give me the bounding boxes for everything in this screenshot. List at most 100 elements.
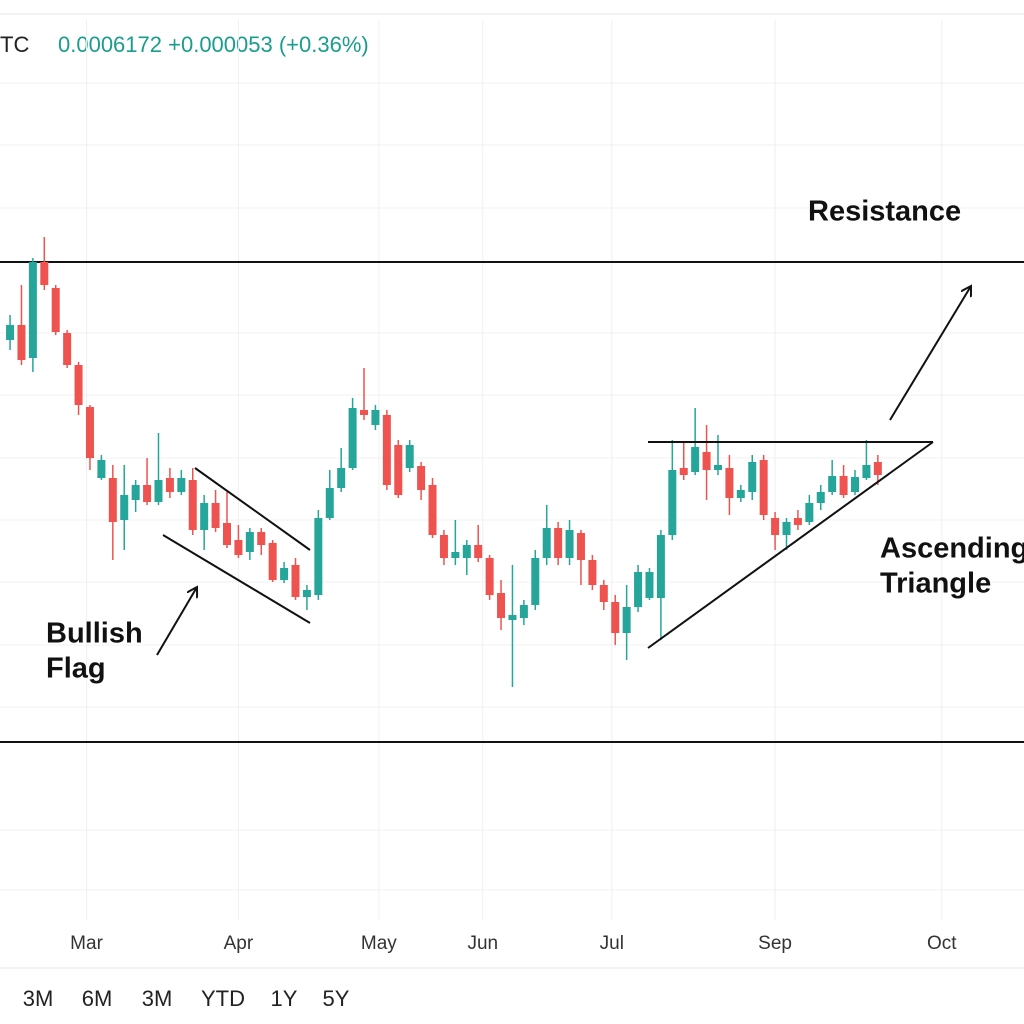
candle-body [337, 468, 346, 488]
candle-body [154, 480, 163, 502]
candle-body [28, 262, 37, 358]
candle-body [485, 558, 494, 595]
candle-body [588, 560, 597, 585]
annotation: Triangle [880, 568, 991, 600]
x-tick-label: May [361, 933, 397, 954]
candle-body [554, 528, 563, 558]
candle-body [713, 465, 722, 470]
candle-body [428, 485, 437, 535]
x-tick-label: Oct [927, 933, 957, 954]
candle-body [17, 325, 26, 360]
candle-body [771, 518, 780, 535]
candle-body [108, 478, 117, 522]
x-tick-label: Jul [600, 933, 624, 954]
candle-body [451, 552, 460, 558]
candle-body [314, 518, 323, 595]
annotation: Bullish [46, 618, 143, 650]
candle-body [736, 490, 745, 498]
range-button[interactable]: 1Y [271, 986, 298, 1011]
pattern-lines [156, 286, 971, 656]
annotation: Ascending [880, 533, 1024, 565]
candle-body [851, 477, 860, 492]
candle-body [645, 572, 654, 598]
grid [0, 20, 1024, 920]
candle-body [542, 528, 551, 558]
range-buttons: 3M 6M 3M YTD 1Y 5Y [23, 986, 350, 1011]
breakout-arrow [889, 286, 971, 421]
candle-body [531, 558, 540, 605]
x-tick-label: Sep [758, 933, 792, 954]
candle-body [85, 407, 94, 458]
candle-body [793, 518, 802, 525]
x-tick-label: Mar [70, 933, 103, 954]
range-button[interactable]: 6M [82, 986, 113, 1011]
candle-body [302, 590, 311, 597]
candle-body [74, 365, 83, 405]
level-label: Resistance [808, 196, 961, 228]
candle-body [725, 468, 734, 498]
h-grid [0, 82, 1024, 891]
flag-arrow [156, 587, 197, 656]
candle-body [828, 476, 837, 492]
candle-body [839, 476, 848, 495]
symbol: TC [0, 32, 29, 57]
candle-body [497, 593, 506, 618]
candle-body [280, 568, 289, 580]
candle-body [702, 452, 711, 470]
range-button[interactable]: 3M [142, 986, 173, 1011]
candle-body [862, 465, 871, 478]
candle-body [360, 410, 369, 415]
candle-body [348, 408, 357, 468]
candle-body [782, 522, 791, 535]
candle-body [873, 462, 882, 475]
candle-body [405, 445, 414, 468]
candle-body [622, 607, 631, 633]
candle-body [268, 543, 277, 580]
candle-body [63, 333, 72, 365]
candle-body [599, 585, 608, 602]
change: +0.000053 [168, 32, 273, 57]
range-button[interactable]: YTD [201, 986, 245, 1011]
candle-body [97, 460, 106, 478]
candle-body [656, 535, 665, 598]
candle-body [634, 572, 643, 607]
annotation: Flag [46, 653, 106, 685]
range-button[interactable]: 5Y [323, 986, 350, 1011]
candle-body [131, 485, 140, 500]
candle-body [382, 415, 391, 485]
candle-body [417, 466, 426, 490]
candle-body [816, 492, 825, 503]
candle-body [611, 602, 620, 633]
candle-body [200, 503, 209, 530]
candle-body [805, 503, 814, 522]
candle-body [222, 523, 231, 545]
candle-body [291, 565, 300, 597]
flag-lower [162, 534, 311, 624]
candle-body [177, 478, 186, 492]
candle-body [188, 480, 197, 530]
change-pct: (+0.36%) [279, 32, 369, 57]
candle-body [508, 615, 517, 620]
x-tick-label: Jun [467, 933, 498, 954]
candle-body [565, 530, 574, 558]
x-tick-label: Apr [224, 933, 254, 954]
candle-body [6, 325, 15, 340]
candle-body [165, 478, 174, 492]
candle-body [51, 288, 60, 332]
candle-body [519, 605, 528, 618]
candle-body [394, 445, 403, 495]
candle-body [576, 533, 585, 560]
candle-body [371, 410, 380, 425]
candle-body [691, 447, 700, 472]
flag-upper [194, 467, 311, 551]
candles [6, 237, 882, 687]
triangle-bottom [647, 441, 934, 649]
candle-body [143, 485, 152, 502]
candle-body [668, 470, 677, 535]
candle-body [679, 468, 688, 475]
candle-body [474, 545, 483, 558]
candle-body [245, 532, 254, 552]
range-button[interactable]: 3M [23, 986, 54, 1011]
